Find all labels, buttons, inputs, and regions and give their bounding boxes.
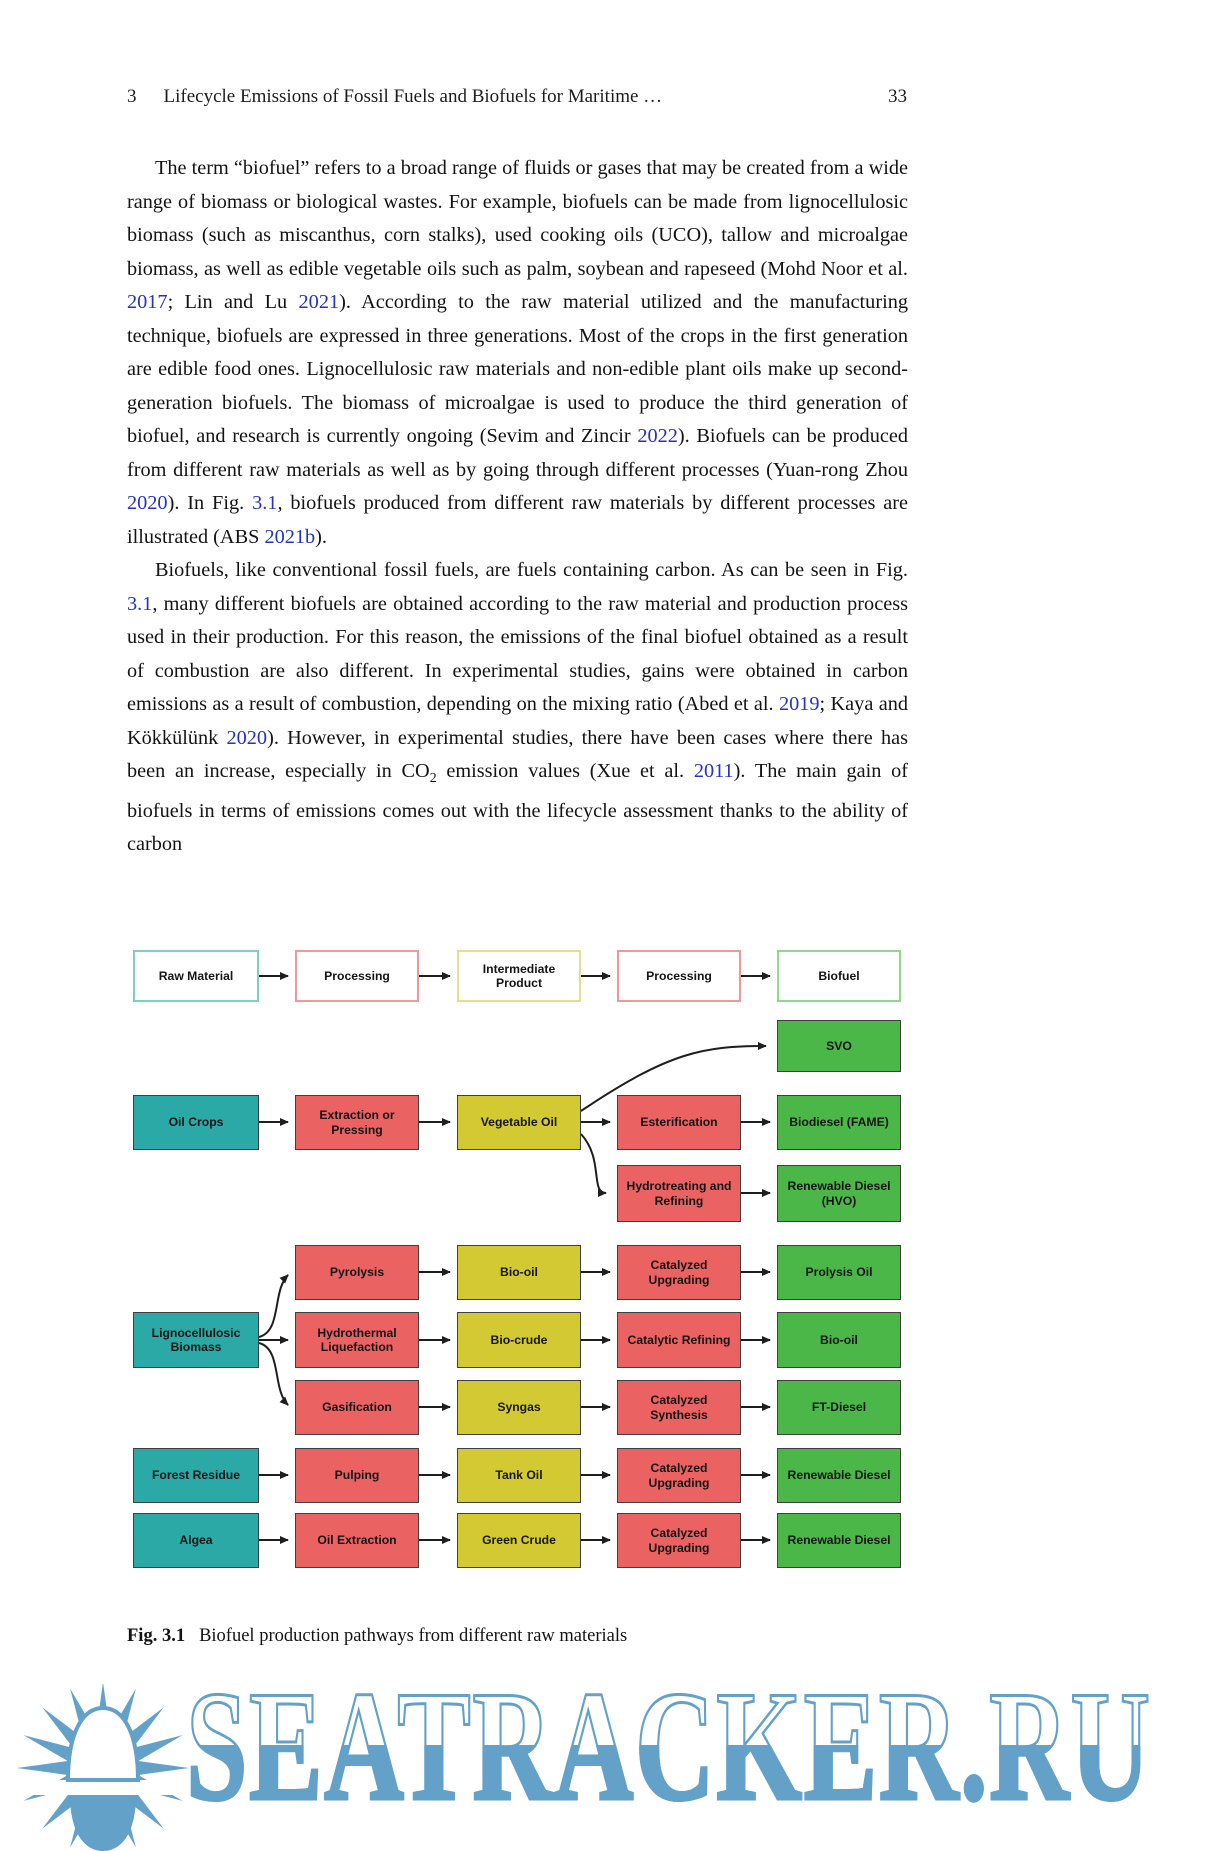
figure-box-bio-oil-fuel: Bio-oil xyxy=(777,1312,901,1368)
running-head-title: Lifecycle Emissions of Fossil Fuels and … xyxy=(163,86,663,107)
citation-link[interactable]: 2017 xyxy=(127,291,168,313)
figure-box-pyrolysis: Pyrolysis xyxy=(295,1245,419,1300)
watermark: SEATRACKER.RU xyxy=(0,1658,1221,1851)
text-segment: ). However, in experimental studies, the… xyxy=(127,726,908,783)
figure-box-biodiesel-fame: Biodiesel (FAME) xyxy=(777,1095,901,1150)
citation-link[interactable]: 3.1 xyxy=(252,492,278,514)
figure-box-raw-material: Raw Material xyxy=(133,950,259,1002)
figure-box-catalyzed-upgrading-3: Catalyzed Upgrading xyxy=(617,1513,741,1568)
subscript-text: 2 xyxy=(429,770,437,786)
figure-box-green-crude: Green Crude xyxy=(457,1513,581,1568)
figure-box-oil-extraction: Oil Extraction xyxy=(295,1513,419,1568)
figure-caption-label: Fig. 3.1 xyxy=(127,1626,186,1646)
text-segment: ; Lin and Lu xyxy=(167,291,299,313)
figure-box-processing-1: Processing xyxy=(295,950,419,1002)
page-number: 33 xyxy=(888,86,907,107)
paragraph-1: The term “biofuel” refers to a broad ran… xyxy=(127,152,908,554)
text-segment: The term “biofuel” refers to a broad ran… xyxy=(127,157,908,280)
text-segment: , biofuels produced from different raw m… xyxy=(127,492,908,548)
text-segment: ). xyxy=(315,525,327,548)
figure-box-hydrotreating-and-refining: Hydrotreating and Refining xyxy=(617,1165,741,1222)
text-segment: ). According to the raw material utilize… xyxy=(127,291,908,447)
figure-box-catalyzed-upgrading-1: Catalyzed Upgrading xyxy=(617,1245,741,1300)
figure-box-prolysis-oil: Prolysis Oil xyxy=(777,1245,901,1300)
citation-link[interactable]: 2021b xyxy=(264,525,316,548)
citation-link[interactable]: 2011 xyxy=(693,760,734,782)
figure-box-ft-diesel: FT-Diesel xyxy=(777,1380,901,1435)
figure-box-renewable-diesel-2: Renewable Diesel xyxy=(777,1513,901,1568)
figure-box-catalyzed-upgrading-2: Catalyzed Upgrading xyxy=(617,1448,741,1503)
figure-caption: Fig. 3.1 Biofuel production pathways from… xyxy=(127,1626,907,1647)
figure-box-vegetable-oil: Vegetable Oil xyxy=(457,1095,581,1150)
sun-logo-icon xyxy=(14,1684,192,1851)
citation-link[interactable]: 2021 xyxy=(298,291,340,313)
citation-link[interactable]: 2020 xyxy=(127,492,168,514)
running-head: 3 Lifecycle Emissions of Fossil Fuels an… xyxy=(127,86,907,108)
figure-box-catalyzed-synthesis: Catalyzed Synthesis xyxy=(617,1380,741,1435)
figure-box-intermediate-product: Intermediate Product xyxy=(457,950,581,1002)
figure-box-bio-oil-intermediate: Bio-oil xyxy=(457,1245,581,1300)
chapter-number: 3 xyxy=(127,86,137,107)
figure-box-syngas: Syngas xyxy=(457,1380,581,1435)
citation-link[interactable]: 3.1 xyxy=(127,592,153,615)
citation-link[interactable]: 2022 xyxy=(637,425,678,447)
text-segment: ). The main gain of biofuels in terms of… xyxy=(127,760,908,856)
figure-box-gasification: Gasification xyxy=(295,1380,419,1435)
text-segment: Biofuels, like conventional fossil fuels… xyxy=(155,559,908,581)
figure-box-renewable-diesel-1: Renewable Diesel xyxy=(777,1448,901,1503)
figure-box-catalytic-refining: Catalytic Refining xyxy=(617,1312,741,1368)
figure-box-lignocellulosic-biomass: Lignocellulosic Biomass xyxy=(133,1312,259,1368)
figure-box-svo: SVO xyxy=(777,1020,901,1072)
figure-box-bio-crude: Bio-crude xyxy=(457,1312,581,1368)
figure-box-pulping: Pulping xyxy=(295,1448,419,1503)
figure-box-extraction-or-pressing: Extraction or Pressing xyxy=(295,1095,419,1150)
text-segment: ). Biofuels can be produced from differe… xyxy=(127,425,908,481)
figure-caption-text: Biofuel production pathways from differe… xyxy=(199,1626,628,1646)
figure-arrows xyxy=(258,972,771,1544)
figure-biofuel-pathways: Raw Material Processing Intermediate Pro… xyxy=(130,945,912,1605)
figure-box-biofuel: Biofuel xyxy=(777,950,901,1002)
citation-link[interactable]: 2019 xyxy=(778,693,820,715)
figure-box-processing-2: Processing xyxy=(617,950,741,1002)
text-segment: ). In Fig. xyxy=(167,492,253,514)
body-text: The term “biofuel” refers to a broad ran… xyxy=(127,152,908,862)
figure-box-tank-oil: Tank Oil xyxy=(457,1448,581,1503)
text-segment: ; Kaya and Kökkülünk xyxy=(127,693,908,749)
figure-box-renewable-diesel-hvo: Renewable Diesel (HVO) xyxy=(777,1165,901,1222)
figure-box-oil-crops: Oil Crops xyxy=(133,1095,259,1150)
figure-box-algea: Algea xyxy=(133,1513,259,1568)
text-segment: emission values (Xue et al. xyxy=(436,760,694,782)
citation-link[interactable]: 2020 xyxy=(226,726,268,749)
paragraph-2: Biofuels, like conventional fossil fuels… xyxy=(127,554,908,862)
text-segment: , many different biofuels are obtained a… xyxy=(127,592,908,716)
figure-box-forest-residue: Forest Residue xyxy=(133,1448,259,1503)
watermark-text: SEATRACKER.RU xyxy=(185,1647,1152,1847)
figure-box-esterification: Esterification xyxy=(617,1095,741,1150)
figure-box-hydrothermal-liquefaction: Hydrothermal Liquefaction xyxy=(295,1312,419,1368)
